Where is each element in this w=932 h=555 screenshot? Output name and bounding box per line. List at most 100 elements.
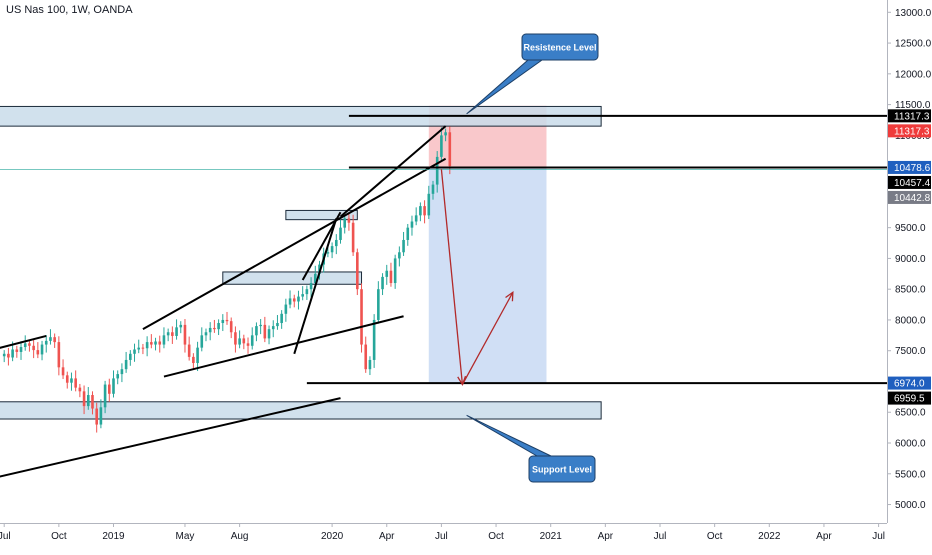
candle-body — [145, 342, 149, 349]
price-tag — [888, 160, 931, 174]
candle-body — [246, 343, 250, 346]
price-tag — [888, 175, 931, 189]
candle-body — [120, 369, 124, 375]
candle-body — [74, 378, 77, 388]
candle-body — [398, 252, 401, 259]
candle-body — [381, 276, 384, 290]
candle-body — [351, 222, 355, 253]
trend-line — [163, 315, 404, 378]
candle-body — [427, 193, 431, 216]
candle-body — [204, 332, 208, 336]
y-tick-label: 5000.0 — [895, 500, 926, 511]
candle-body — [183, 324, 187, 345]
trend-line — [0, 397, 341, 478]
price-tag — [888, 109, 931, 123]
trend-line — [339, 125, 447, 218]
chart-title: US Nas 100, 1W, OANDA — [6, 4, 133, 16]
candle-body — [259, 324, 262, 327]
mid-zone-upper — [285, 209, 358, 221]
candle-body — [19, 347, 23, 352]
mid-zone-lower — [222, 271, 363, 285]
x-tick-label: 2022 — [758, 531, 781, 542]
support-callout-box — [528, 455, 596, 483]
price-tag — [888, 391, 931, 405]
candle-body — [364, 344, 368, 370]
candle-body — [23, 343, 27, 348]
x-tick-label: 2019 — [102, 531, 125, 542]
candle-body — [435, 156, 439, 185]
x-tick-label: Oct — [707, 531, 723, 542]
candle-body — [305, 289, 309, 295]
x-tick-label: Oct — [51, 531, 67, 542]
projection-arrow-head — [505, 290, 514, 302]
candle-body — [406, 227, 410, 240]
projection-arrow — [461, 291, 514, 385]
candle-body — [150, 342, 153, 345]
candle-body — [15, 349, 19, 352]
x-tick-label: 2020 — [321, 531, 344, 542]
candle-body — [410, 221, 414, 228]
candle-body — [225, 319, 229, 322]
price-tag-label: 11317.3 — [894, 126, 930, 137]
candle-body — [356, 252, 359, 290]
candle-body — [196, 347, 199, 364]
candle-body — [347, 218, 351, 223]
x-tick-label: Apr — [379, 531, 395, 542]
candle-body — [419, 206, 422, 216]
candle-body — [70, 378, 73, 383]
y-tick-label: 5500.0 — [895, 469, 926, 480]
trend-line — [142, 157, 447, 331]
price-tag-label: 10442.8 — [894, 193, 931, 204]
candle-body — [40, 344, 44, 355]
candle-body — [137, 347, 141, 350]
candle-body — [263, 324, 267, 339]
candle-body — [389, 270, 393, 284]
price-tag — [888, 376, 931, 390]
candle-body — [335, 239, 338, 247]
candle-body — [86, 395, 90, 407]
candle-body — [292, 298, 296, 302]
x-tick-label: Apr — [816, 531, 832, 542]
x-tick-label: Oct — [488, 531, 504, 542]
candle-body — [208, 327, 212, 333]
candle-body — [368, 359, 372, 370]
candle-body — [192, 356, 195, 364]
candle-body — [49, 337, 52, 341]
x-tick-label: Jul — [435, 531, 448, 542]
y-tick-label: 11500.0 — [895, 100, 931, 111]
candle-body — [162, 335, 166, 345]
candle-body — [280, 313, 283, 324]
candle-body — [129, 353, 132, 360]
resistance-callout-box — [521, 33, 599, 61]
trend-line — [301, 211, 342, 281]
price-tag-label: 6959.5 — [894, 394, 925, 405]
x-tick-label: Jul — [872, 531, 885, 542]
candle-body — [112, 378, 115, 394]
candle-body — [284, 304, 288, 314]
candle-body — [28, 343, 31, 346]
candle-body — [171, 332, 174, 336]
candle-body — [91, 395, 94, 409]
candle-body — [238, 338, 241, 345]
candle-body — [330, 246, 334, 253]
candle-body — [103, 384, 107, 408]
y-tick-label: 9000.0 — [895, 254, 926, 265]
candle-body — [234, 332, 237, 345]
y-tick-label: 6000.0 — [895, 439, 926, 450]
candle-body — [213, 327, 216, 330]
candle-body — [107, 384, 111, 394]
candle-body — [78, 387, 82, 392]
y-tick-label: 12000.0 — [895, 69, 932, 80]
candle-body — [82, 391, 86, 407]
price-tag-label: 10457.4 — [894, 178, 931, 189]
candle-body — [36, 350, 40, 355]
y-tick-label: 12500.0 — [895, 39, 932, 50]
candle-body — [309, 283, 313, 290]
candle-body — [318, 264, 321, 274]
candle-body — [154, 341, 157, 345]
candle-body — [431, 184, 435, 194]
candle-body — [158, 341, 162, 345]
candle-body — [175, 327, 178, 336]
support-callout-text: Support Level — [532, 465, 592, 475]
